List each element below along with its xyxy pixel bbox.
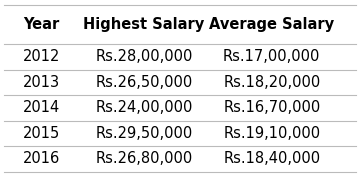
- Text: Rs.17,00,000: Rs.17,00,000: [223, 49, 320, 64]
- Text: Rs.16,70,000: Rs.16,70,000: [223, 100, 320, 115]
- Text: Rs.18,40,000: Rs.18,40,000: [223, 151, 320, 166]
- Text: Year: Year: [23, 17, 59, 32]
- Text: 2015: 2015: [23, 126, 60, 141]
- Text: 2016: 2016: [23, 151, 60, 166]
- Text: 2013: 2013: [23, 75, 60, 90]
- Text: Rs.19,10,000: Rs.19,10,000: [223, 126, 320, 141]
- Text: Rs.29,50,000: Rs.29,50,000: [95, 126, 193, 141]
- Text: 2014: 2014: [23, 100, 60, 115]
- Text: Rs.26,80,000: Rs.26,80,000: [95, 151, 193, 166]
- Text: Rs.18,20,000: Rs.18,20,000: [223, 75, 320, 90]
- Text: Rs.28,00,000: Rs.28,00,000: [95, 49, 193, 64]
- Text: Highest Salary: Highest Salary: [84, 17, 204, 32]
- Text: Average Salary: Average Salary: [209, 17, 334, 32]
- Text: 2012: 2012: [23, 49, 60, 64]
- Text: Rs.24,00,000: Rs.24,00,000: [95, 100, 193, 115]
- Text: Rs.26,50,000: Rs.26,50,000: [95, 75, 193, 90]
